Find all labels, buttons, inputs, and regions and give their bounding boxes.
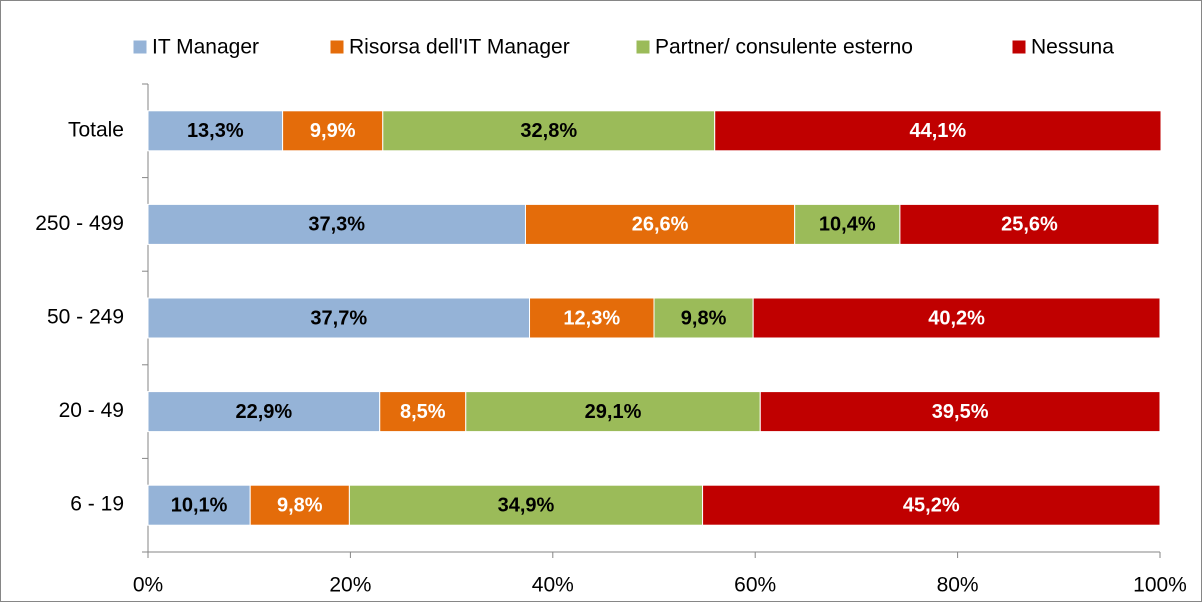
data-label: 26,6%	[632, 214, 689, 236]
data-label: 45,2%	[903, 494, 960, 516]
y-tick-label: 6 - 19	[70, 493, 124, 516]
x-tick-label: 40%	[532, 574, 574, 597]
bar-segment	[282, 110, 384, 152]
bar-segment	[147, 203, 526, 245]
data-label: 9,8%	[277, 494, 323, 516]
data-label: 29,1%	[585, 401, 642, 423]
legend-label: Nessuna	[1031, 36, 1114, 59]
data-label: 8,5%	[400, 401, 446, 423]
data-label: 37,7%	[310, 307, 367, 329]
data-label: 44,1%	[910, 120, 967, 142]
x-tick-label: 60%	[734, 574, 776, 597]
bar-segment	[524, 203, 796, 245]
data-label: 39,5%	[932, 401, 989, 423]
y-tick-label: 250 - 499	[35, 212, 124, 235]
data-label: 9,8%	[681, 307, 727, 329]
y-tick-label: 20 - 49	[59, 399, 124, 422]
data-label: 9,9%	[310, 120, 356, 142]
bar-segment	[759, 391, 1161, 433]
bar-segment	[752, 297, 1161, 339]
bar-segment	[714, 110, 1162, 152]
bar-segment	[147, 391, 381, 433]
data-label: 10,1%	[171, 494, 228, 516]
y-tick-label: 50 - 249	[47, 306, 124, 329]
data-label: 37,3%	[308, 214, 365, 236]
legend-swatch	[329, 39, 345, 55]
legend-label: IT Manager	[152, 36, 259, 59]
x-tick-label: 0%	[133, 574, 163, 597]
x-tick-label: 100%	[1133, 574, 1187, 597]
data-label: 32,8%	[520, 120, 577, 142]
bar-segment	[653, 297, 754, 339]
legend-label: Partner/ consulente esterno	[655, 36, 913, 59]
bar-segment	[529, 297, 655, 339]
legend-swatch	[132, 39, 148, 55]
data-label: 10,4%	[819, 214, 876, 236]
bar-segment	[147, 484, 251, 526]
bar-segment	[702, 484, 1161, 526]
bar-segment	[899, 203, 1160, 245]
data-label: 25,6%	[1001, 214, 1058, 236]
x-tick-label: 80%	[937, 574, 979, 597]
bar-segment	[794, 203, 901, 245]
data-label: 34,9%	[498, 494, 555, 516]
data-label: 13,3%	[187, 120, 244, 142]
legend-swatch	[635, 39, 651, 55]
bar-segment	[379, 391, 467, 433]
legend-swatch	[1011, 39, 1027, 55]
x-tick-label: 20%	[329, 574, 371, 597]
y-tick-label: Totale	[68, 118, 124, 141]
bar-segment	[465, 391, 761, 433]
legend-label: Risorsa dell'IT Manager	[349, 36, 570, 59]
data-label: 40,2%	[928, 307, 985, 329]
data-label: 12,3%	[563, 307, 620, 329]
bar-segment	[348, 484, 704, 526]
data-label: 22,9%	[236, 401, 293, 423]
bar-segment	[147, 297, 531, 339]
